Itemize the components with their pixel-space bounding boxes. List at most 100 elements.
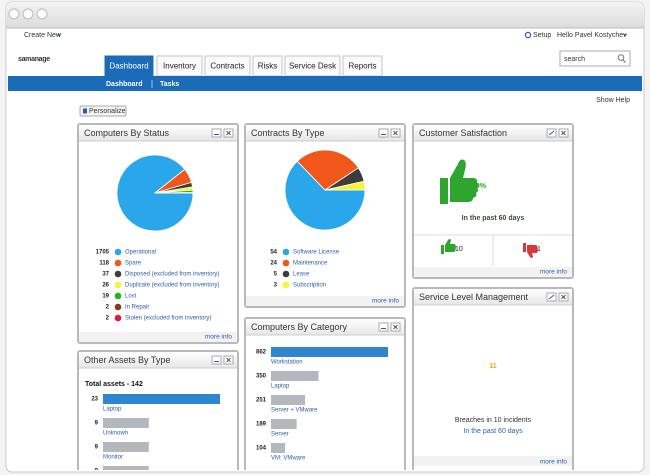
bar (271, 419, 297, 429)
satisfaction-score: 90% (472, 183, 487, 190)
show-help[interactable]: Show Help (596, 97, 630, 104)
minimize-button[interactable] (211, 128, 222, 138)
tab-label: Inventory (163, 62, 196, 71)
user-menu[interactable]: Hello Pavel Kostychev (557, 32, 627, 39)
legend-label: Spare (125, 261, 142, 267)
legend-label: Disposed (excluded from inventory) (125, 272, 219, 278)
browser-titlebar (6, 2, 644, 28)
panel (77, 350, 239, 470)
legend-label: In Repair (125, 305, 149, 311)
logo[interactable]: samanage (18, 56, 51, 63)
legend-swatch (282, 248, 290, 256)
more-info-link[interactable]: more info (540, 269, 567, 276)
panel (244, 317, 406, 470)
minimize-button[interactable] (211, 355, 222, 365)
thumbs-up-icon (440, 159, 479, 204)
minimize-button[interactable] (378, 322, 389, 332)
legend-swatch (114, 270, 122, 278)
create-new[interactable]: Create New (24, 32, 62, 39)
subnav-item[interactable]: Dashboard (106, 81, 143, 88)
legend-value: 26 (102, 283, 109, 289)
panel-footer (79, 332, 237, 342)
legend-label: Lease (293, 272, 310, 278)
setup-icon (524, 31, 532, 39)
legend-swatch (114, 259, 122, 267)
satisfaction-period: In the past 60 days (462, 215, 525, 222)
panel-title: Contracts By Type (251, 128, 324, 138)
bar-label: Server + VMware (271, 408, 318, 414)
window-button[interactable] (22, 8, 34, 20)
panel-footer (414, 456, 572, 466)
panel-footer (414, 267, 572, 277)
bar-label: Laptop (271, 384, 290, 390)
pie-slice (324, 180, 366, 191)
legend-value: 3 (274, 283, 278, 289)
bar (103, 418, 149, 428)
legend-value: 19 (102, 294, 109, 300)
pie-slice (296, 149, 359, 191)
bar (271, 443, 286, 453)
personalize-icon (83, 108, 87, 114)
legend-label: Operational (125, 250, 156, 256)
bar-value: 9 (95, 445, 99, 451)
panel-header (414, 289, 572, 305)
panel-header (246, 319, 404, 335)
legend-swatch (282, 259, 290, 267)
bar (103, 442, 149, 452)
dropdown-arrow (57, 34, 61, 37)
minimize-button[interactable] (378, 128, 389, 138)
panel-footer (246, 296, 404, 306)
breach-count: 11 (489, 363, 497, 370)
bar-label: Unknown (103, 431, 128, 437)
panel-header (79, 125, 237, 141)
bar-label: Workstation (271, 360, 303, 366)
panel (412, 123, 574, 279)
bar (271, 371, 319, 381)
legend-value: 54 (270, 250, 277, 256)
tab-label: Dashboard (109, 62, 148, 71)
search-icon[interactable] (617, 54, 625, 61)
panel-subtitle: Total assets - 142 (85, 381, 143, 388)
more-info-link[interactable]: more info (205, 334, 232, 341)
bar-value: 350 (256, 374, 267, 380)
bar-value: 23 (91, 397, 98, 403)
panel-title: Service Level Management (419, 292, 529, 302)
bar-value: 862 (256, 350, 267, 356)
legend-label: Duplicate (excluded from inventory) (125, 283, 219, 289)
button-glyph (548, 294, 555, 300)
bar-value: 104 (256, 446, 267, 452)
legend-value: 2 (106, 316, 110, 322)
bar-label: Server (271, 432, 289, 438)
breach-period: In the past 60 days (463, 428, 523, 435)
dashboard: Computers By Status more info 1705 Operatio… (77, 123, 574, 470)
window-button[interactable] (36, 8, 48, 20)
subnav: Dashboard Tasks (106, 80, 179, 88)
more-info-link[interactable]: more info (540, 459, 567, 466)
legend-swatch (114, 314, 122, 322)
bar (271, 347, 388, 357)
search-icon-handle (622, 59, 626, 63)
close-glyph (226, 357, 231, 363)
legend-value: 24 (270, 261, 277, 267)
more-info-link[interactable]: more info (372, 298, 399, 305)
personalize-button[interactable] (79, 105, 127, 117)
panel-header (414, 125, 572, 141)
bar-label: VM: VMware (271, 456, 306, 462)
legend-swatch (282, 281, 290, 289)
subnav-item[interactable]: Tasks (160, 81, 179, 88)
window-button[interactable] (8, 8, 20, 20)
breach-caption: Breaches in 10 incidents (455, 417, 532, 424)
search-box[interactable] (559, 50, 631, 67)
legend-value: 1705 (96, 250, 110, 256)
tab-bar: Dashboard Inventory Contracts Risks Service … (104, 55, 383, 77)
legend-swatch (114, 303, 122, 311)
close-glyph (393, 324, 398, 330)
legend-value: 2 (106, 305, 110, 311)
legend-label: Maintenance (293, 261, 328, 267)
tab-label: Reports (348, 62, 376, 71)
dislike-icon[interactable] (523, 243, 538, 258)
like-icon[interactable] (441, 239, 456, 254)
legend-value: 37 (102, 272, 109, 278)
setup-link[interactable]: Setup (533, 32, 551, 39)
